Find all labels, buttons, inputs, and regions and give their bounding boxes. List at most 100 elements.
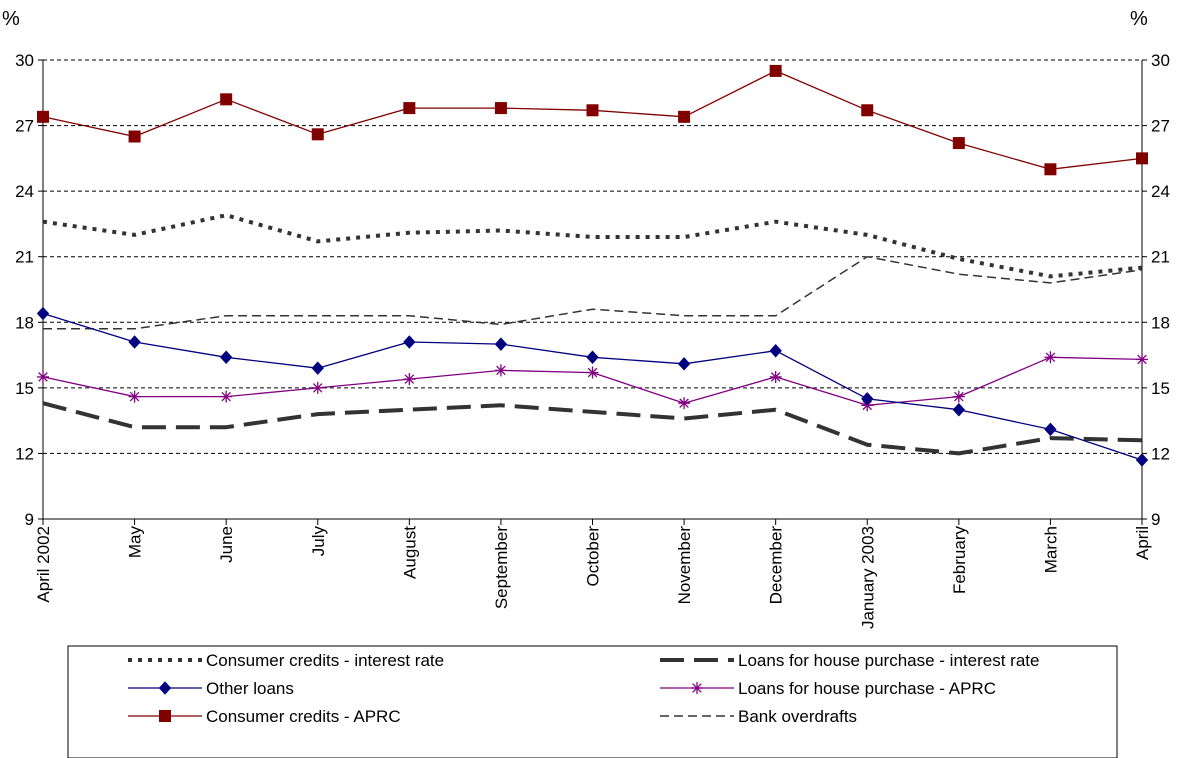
data-point-consumer-credits-aprc <box>403 102 416 115</box>
data-point-loans-for-house-purchase-aprc <box>769 370 782 383</box>
data-point-loans-for-house-purchase-aprc <box>220 390 233 403</box>
legend-marker-other-loans <box>158 681 172 695</box>
legend-label: Loans for house purchase - interest rate <box>738 651 1039 670</box>
data-point-consumer-credits-aprc <box>1044 163 1057 176</box>
x-tick-label: November <box>675 526 694 605</box>
legend-item-consumer-credits-interest-rate: Consumer credits - interest rate <box>128 651 444 670</box>
data-point-other-loans <box>1135 453 1149 467</box>
data-point-consumer-credits-aprc <box>861 104 874 117</box>
data-point-consumer-credits-aprc <box>1136 152 1148 165</box>
legend-item-consumer-credits-aprc: Consumer credits - APRC <box>128 707 401 726</box>
data-point-other-loans <box>586 350 599 364</box>
x-tick-label: August <box>400 526 419 579</box>
y-tick-label-left: 30 <box>15 51 34 70</box>
legend: Consumer credits - interest rate Loans fo… <box>67 645 1118 758</box>
series-line-loans-for-house-purchase-aprc <box>42 356 1143 406</box>
x-tick-label: September <box>492 526 511 609</box>
x-tick-label: April 2002 <box>34 526 53 603</box>
legend-item-loans-for-house-purchase-aprc: Loans for house purchase - APRC <box>660 679 996 698</box>
y-tick-label-left: 27 <box>15 117 34 136</box>
y-tick-label-left: 18 <box>15 313 34 332</box>
y-tick-label-left: 12 <box>15 444 34 463</box>
y-axis-unit-left: % <box>2 8 20 30</box>
legend-label: Consumer credits - interest rate <box>206 651 444 670</box>
data-point-loans-for-house-purchase-aprc <box>311 381 324 394</box>
gridlines <box>43 59 1142 454</box>
y-tick-label-right: 21 <box>1151 248 1170 267</box>
series-bank-overdrafts <box>43 255 1143 330</box>
y-tick-label-right: 18 <box>1151 313 1170 332</box>
series-line-consumer-credits-aprc <box>42 70 1143 170</box>
axes <box>38 59 1147 525</box>
x-tick-label: July <box>309 526 328 557</box>
data-point-loans-for-house-purchase-aprc <box>128 390 141 403</box>
y-tick-label-left: 24 <box>15 182 34 201</box>
series-consumer-credits-aprc <box>37 64 1148 176</box>
data-point-other-loans <box>494 337 508 351</box>
legend-label: Other loans <box>206 679 294 698</box>
series-loans-for-house-purchase-aprc <box>37 351 1148 412</box>
data-point-other-loans <box>952 402 966 417</box>
data-point-loans-for-house-purchase-aprc <box>952 390 965 403</box>
y-tick-label-right: 12 <box>1151 444 1170 463</box>
x-tick-labels: April 2002 May June July August September Octo… <box>34 526 1152 630</box>
y-tick-label-left: 9 <box>25 510 34 529</box>
data-point-loans-for-house-purchase-aprc <box>37 370 49 383</box>
y-tick-label-right: 27 <box>1151 117 1170 136</box>
y-axis-unit-right: % <box>1130 8 1148 30</box>
x-tick-label: May <box>126 526 145 559</box>
data-point-other-loans <box>1044 422 1057 437</box>
data-point-loans-for-house-purchase-aprc <box>678 397 691 410</box>
x-tick-label: January 2003 <box>858 526 877 629</box>
data-point-other-loans <box>403 335 416 349</box>
data-point-consumer-credits-aprc <box>128 130 141 143</box>
data-point-other-loans <box>861 392 874 406</box>
series-loans-for-house-purchase-interest-rate <box>42 401 1143 456</box>
data-point-other-loans <box>677 357 691 371</box>
data-point-loans-for-house-purchase-aprc <box>1044 351 1057 364</box>
data-point-loans-for-house-purchase-aprc <box>494 364 507 377</box>
series-line-consumer-credits-interest-rate <box>42 213 1143 279</box>
x-tick-label: June <box>217 526 236 563</box>
y-tick-label-left: 21 <box>15 248 34 267</box>
y-tick-label-right: 9 <box>1151 510 1160 529</box>
series-lines <box>36 64 1149 467</box>
legend-box <box>67 645 1118 758</box>
y-tick-label-right: 15 <box>1151 379 1170 398</box>
data-point-loans-for-house-purchase-aprc <box>403 373 416 386</box>
data-point-consumer-credits-aprc <box>311 128 324 141</box>
x-tick-label: March <box>1041 526 1060 573</box>
data-point-consumer-credits-aprc <box>952 137 965 150</box>
legend-item-bank-overdrafts: Bank overdrafts <box>660 707 857 726</box>
data-point-other-loans <box>36 306 50 321</box>
data-point-consumer-credits-aprc <box>220 93 233 106</box>
legend-label: Consumer credits - APRC <box>206 707 401 726</box>
data-point-loans-for-house-purchase-aprc <box>586 366 599 379</box>
legend-item-other-loans: Other loans <box>128 679 294 698</box>
x-tick-label: December <box>767 526 786 605</box>
x-tick-label: April <box>1133 526 1152 560</box>
data-point-other-loans <box>219 350 233 364</box>
y-tick-label-right: 30 <box>1151 51 1170 70</box>
data-point-consumer-credits-aprc <box>37 110 49 123</box>
y-tick-label-right: 24 <box>1151 182 1170 201</box>
legend-label: Loans for house purchase - APRC <box>738 679 996 698</box>
series-line-bank-overdrafts <box>43 255 1143 330</box>
legend-marker-loans-for-house-purchase-aprc <box>691 682 703 694</box>
series-line-other-loans <box>42 312 1143 461</box>
series-consumer-credits-interest-rate <box>42 213 1143 279</box>
data-point-loans-for-house-purchase-aprc <box>1136 353 1148 366</box>
y-tick-label-left: 15 <box>15 379 34 398</box>
x-tick-label: February <box>950 526 969 595</box>
series-line-loans-for-house-purchase-interest-rate <box>42 401 1143 456</box>
data-point-consumer-credits-aprc <box>586 104 599 117</box>
data-point-consumer-credits-aprc <box>769 64 782 77</box>
data-point-other-loans <box>128 335 141 349</box>
x-tick-label: October <box>584 526 603 587</box>
data-point-other-loans <box>769 343 782 358</box>
legend-label: Bank overdrafts <box>738 707 857 726</box>
data-point-other-loans <box>311 361 324 375</box>
data-point-consumer-credits-aprc <box>494 102 507 115</box>
y-tick-labels: 9 9 12 12 15 15 18 18 21 21 24 24 27 27 30 30 <box>15 51 1170 529</box>
